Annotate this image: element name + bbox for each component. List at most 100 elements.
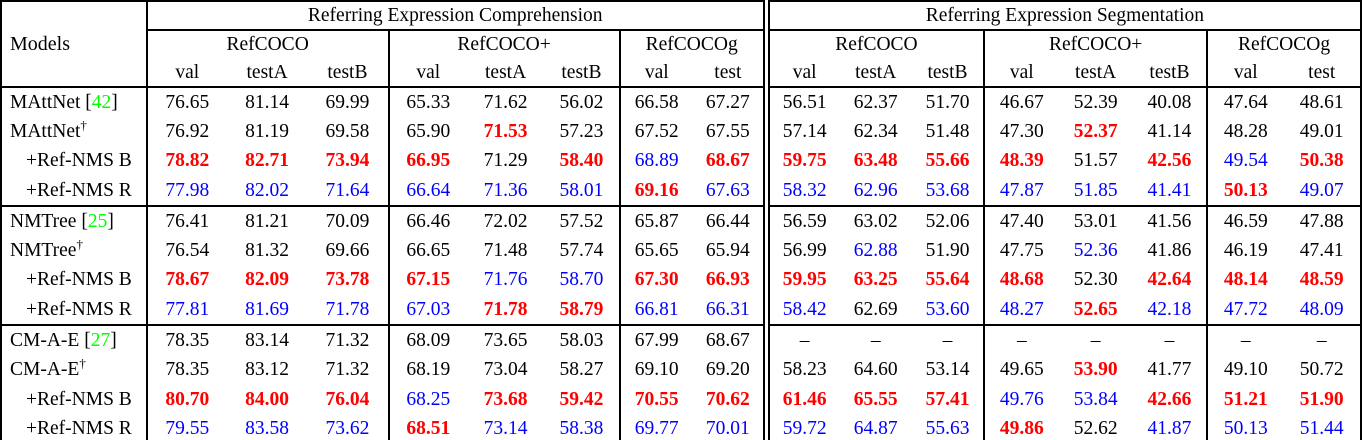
value-cell: 42.64 — [1147, 269, 1192, 291]
value-cell: 73.14 — [483, 417, 528, 439]
value-cell: 67.55 — [705, 120, 750, 142]
value-cell: 42.66 — [1147, 388, 1192, 410]
value-cell: 62.34 — [853, 120, 898, 142]
value-cell: 66.31 — [705, 298, 750, 320]
table-row: MAttNet [42] 76.65 81.14 69.99 65.33 71.62 56.… — [1, 87, 1361, 118]
value-cell: 70.55 — [618, 384, 693, 415]
value-cell: 55.66 — [925, 150, 970, 172]
value-cell: 47.64 — [1206, 87, 1284, 118]
table-row: NMTree† 76.54 81.32 69.66 66.65 71.48 57.74 65.… — [1, 236, 1361, 266]
header-row-datasets: RefCOCO RefCOCO+ RefCOCOg RefCOCO RefCOC… — [1, 30, 1361, 59]
value-cell: 71.53 — [483, 120, 528, 142]
model-label: CM-A-E† — [1, 355, 148, 385]
value-cell: 58.23 — [762, 355, 840, 385]
split-header: val — [1206, 59, 1284, 88]
model-label: +Ref-NMS B — [1, 146, 148, 176]
value-cell: – — [762, 324, 840, 356]
value-cell: 48.39 — [983, 146, 1059, 176]
value-cell: 76.41 — [145, 205, 227, 237]
value-cell: 65.65 — [618, 236, 693, 266]
value-cell: 58.38 — [559, 417, 604, 439]
table-row: NMTree [25] 76.41 81.21 70.09 66.46 72.02 57.5… — [1, 205, 1361, 237]
value-cell: 66.64 — [387, 175, 467, 207]
value-cell: 65.33 — [387, 87, 467, 118]
table-row: +Ref-NMS B 80.70 84.00 76.04 68.25 73.68 59.42… — [1, 384, 1361, 415]
value-cell: 73.94 — [325, 150, 370, 172]
value-cell: 65.90 — [387, 117, 467, 147]
split-header: test — [692, 59, 767, 88]
value-cell: 62.88 — [853, 240, 898, 262]
citation-link[interactable]: 27 — [90, 330, 111, 352]
value-cell: 71.78 — [483, 298, 528, 320]
value-cell: 51.21 — [1206, 384, 1284, 415]
value-cell: 69.16 — [618, 175, 693, 207]
table-row: +Ref-NMS B 78.67 82.09 73.78 67.15 71.76 58.70… — [1, 265, 1361, 296]
value-cell: 68.89 — [618, 146, 693, 176]
value-cell: 49.10 — [1206, 355, 1284, 385]
value-cell: 49.01 — [1299, 120, 1344, 142]
model-label: MAttNet† — [1, 117, 148, 147]
value-cell: 51.57 — [1073, 150, 1118, 172]
value-cell: 52.36 — [1073, 240, 1118, 262]
value-cell: 41.56 — [1132, 205, 1208, 237]
split-header: testA — [1058, 59, 1133, 88]
value-cell: 68.19 — [387, 355, 467, 385]
value-cell: 58.40 — [559, 150, 604, 172]
value-cell: 41.77 — [1147, 359, 1192, 381]
value-cell: 76.04 — [325, 388, 370, 410]
value-cell: 69.66 — [325, 240, 370, 262]
value-cell: 67.15 — [387, 265, 467, 296]
value-cell: 73.78 — [325, 269, 370, 291]
value-cell: 64.60 — [853, 359, 898, 381]
value-cell: 81.19 — [245, 120, 290, 142]
value-cell: 48.61 — [1299, 91, 1344, 113]
value-cell: 51.85 — [1073, 179, 1118, 201]
value-cell: 67.27 — [705, 91, 750, 113]
value-cell: 67.63 — [705, 179, 750, 201]
value-cell: 50.38 — [1299, 150, 1344, 172]
value-cell: 57.14 — [762, 117, 840, 147]
value-cell: 51.70 — [925, 91, 970, 113]
value-cell: 69.20 — [705, 359, 750, 381]
value-cell: 51.90 — [925, 240, 970, 262]
value-cell: 62.96 — [853, 179, 898, 201]
value-cell: 59.75 — [762, 146, 840, 176]
value-cell: 82.71 — [245, 150, 290, 172]
dataset-header-seg-refcoco: RefCOCO — [762, 30, 985, 59]
value-cell: 57.74 — [559, 240, 604, 262]
value-cell: 67.99 — [618, 324, 693, 356]
split-header: val — [145, 59, 227, 88]
value-cell: 52.65 — [1073, 298, 1118, 320]
value-cell: 52.62 — [1073, 417, 1118, 439]
value-cell: 55.64 — [925, 269, 970, 291]
value-cell: 71.29 — [483, 150, 528, 172]
table-row: MAttNet† 76.92 81.19 69.58 65.90 71.53 57.23 67… — [1, 117, 1361, 147]
value-cell: 81.14 — [245, 91, 290, 113]
table-header: Models Referring Expression Comprehensio… — [1, 1, 1361, 88]
value-cell: 68.25 — [387, 384, 467, 415]
value-cell: 65.87 — [618, 205, 693, 237]
table-row: +Ref-NMS R 79.55 83.58 73.62 68.51 73.14 58.38… — [1, 414, 1361, 440]
model-label: +Ref-NMS R — [1, 414, 148, 440]
citation-link[interactable]: 25 — [87, 210, 108, 232]
citation-link[interactable]: 42 — [91, 91, 112, 113]
dagger-marker: † — [76, 236, 83, 252]
value-cell: 78.82 — [145, 146, 227, 176]
value-cell: 50.13 — [1206, 414, 1284, 440]
value-cell: 69.99 — [325, 91, 370, 113]
value-cell: 41.87 — [1147, 417, 1192, 439]
value-cell: 47.40 — [983, 205, 1059, 237]
value-cell: 70.09 — [307, 205, 389, 237]
value-cell: 65.94 — [705, 240, 750, 262]
value-cell: 71.76 — [483, 269, 528, 291]
split-header: testB — [1132, 59, 1208, 88]
value-cell: 81.69 — [245, 298, 290, 320]
model-label: NMTree† — [1, 236, 148, 266]
value-cell: – — [911, 324, 985, 356]
value-cell: 59.72 — [762, 414, 840, 440]
split-header: testB — [307, 59, 389, 88]
value-cell: 66.81 — [618, 295, 693, 326]
value-cell: 83.58 — [245, 417, 290, 439]
value-cell: 78.35 — [145, 324, 227, 356]
